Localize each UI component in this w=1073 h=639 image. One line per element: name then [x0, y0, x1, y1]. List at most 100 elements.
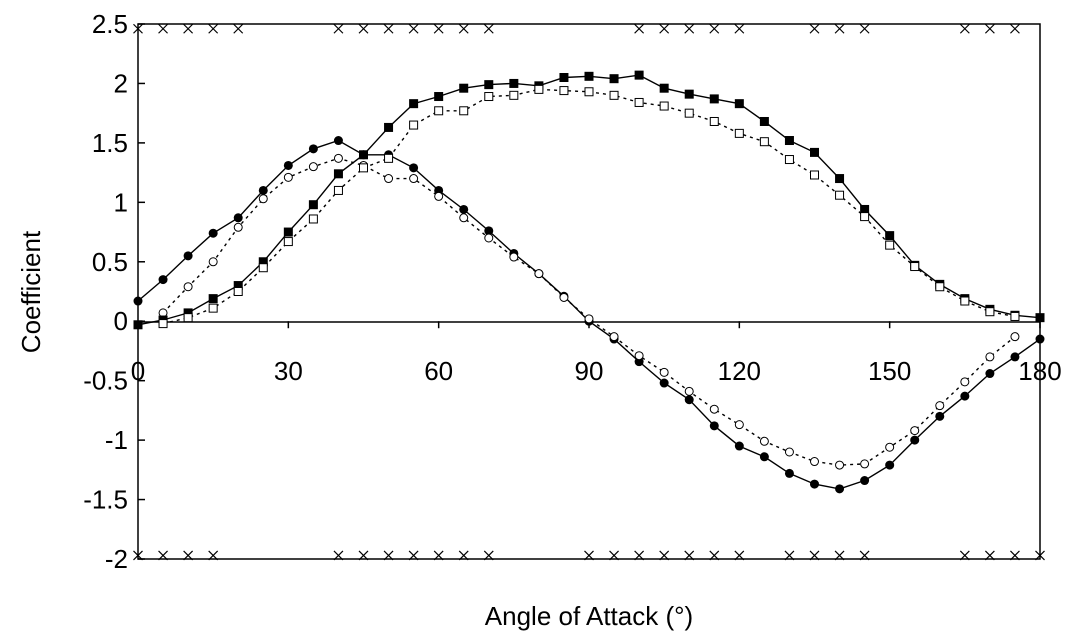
- cross-marker: [984, 550, 995, 561]
- data-point: [634, 70, 644, 80]
- cross-marker: [784, 550, 795, 561]
- cross-marker: [734, 23, 745, 34]
- data-point: [283, 160, 293, 170]
- cross-marker: [383, 23, 394, 34]
- data-point: [384, 174, 394, 184]
- series-4-line: [162, 88, 1016, 325]
- data-point: [860, 204, 870, 214]
- data-point: [333, 169, 343, 179]
- cross-marker: [959, 23, 970, 34]
- data-point: [985, 307, 995, 317]
- data-point: [960, 391, 970, 401]
- cross-marker: [458, 550, 469, 561]
- data-point: [509, 90, 519, 100]
- data-point: [684, 89, 694, 99]
- data-point: [233, 281, 243, 291]
- data-point: [258, 185, 268, 195]
- data-point: [985, 352, 995, 362]
- data-point: [935, 411, 945, 421]
- cross-marker: [734, 550, 745, 561]
- cross-marker: [809, 23, 820, 34]
- data-point: [359, 163, 368, 173]
- data-point: [1035, 334, 1045, 344]
- data-point: [784, 136, 794, 146]
- data-point: [784, 447, 794, 457]
- data-point: [158, 319, 168, 329]
- x-tick-label: 180: [1018, 356, 1061, 386]
- cross-marker: [1010, 550, 1020, 561]
- data-point: [659, 101, 669, 111]
- data-point: [559, 73, 569, 82]
- cross-marker: [483, 23, 494, 34]
- data-point: [509, 252, 519, 262]
- cross-marker: [433, 23, 444, 34]
- cross-marker: [684, 550, 695, 561]
- data-point: [709, 116, 719, 126]
- data-point: [208, 257, 218, 267]
- cross-marker: [183, 550, 194, 561]
- y-tick-label: -2: [105, 544, 128, 574]
- data-point: [885, 442, 895, 452]
- series-2-line: [162, 157, 1016, 466]
- data-point: [860, 459, 870, 469]
- cross-marker: [158, 23, 168, 34]
- y-tick-label: 0.5: [92, 247, 128, 277]
- data-point: [233, 222, 243, 232]
- data-point: [810, 147, 819, 157]
- data-point: [810, 170, 819, 180]
- x-tick-label: 0: [131, 356, 145, 386]
- data-point: [308, 162, 318, 172]
- cross-marker: [358, 23, 369, 34]
- data-point: [308, 214, 318, 224]
- data-point: [534, 269, 544, 279]
- cross-marker: [859, 550, 870, 561]
- data-point: [584, 87, 594, 97]
- data-point: [985, 369, 995, 379]
- data-point: [308, 200, 318, 210]
- data-point: [258, 194, 268, 204]
- data-point: [409, 120, 419, 130]
- data-point: [885, 240, 895, 250]
- y-tick-label: 1: [114, 187, 128, 217]
- cross-marker: [333, 23, 344, 34]
- cross-marker: [834, 23, 845, 34]
- data-point: [1010, 352, 1020, 362]
- plot-frame: [137, 23, 1041, 560]
- data-point: [534, 84, 544, 94]
- data-point: [910, 262, 920, 272]
- data-point: [333, 185, 343, 195]
- data-point: [659, 378, 669, 388]
- data-point: [584, 314, 594, 324]
- data-point: [183, 251, 193, 261]
- cross-marker: [659, 550, 670, 561]
- data-point: [183, 313, 193, 323]
- cross-marker: [208, 23, 219, 34]
- data-point: [609, 332, 619, 342]
- data-point: [459, 83, 469, 93]
- data-point: [734, 441, 744, 451]
- data-point: [384, 122, 394, 132]
- data-point: [759, 137, 769, 147]
- y-axis-ticks: -2-1.5-1-0.500.511.522.5: [83, 9, 145, 574]
- data-point: [835, 484, 845, 494]
- data-point: [810, 479, 819, 489]
- cross-marker: [233, 23, 244, 34]
- data-point: [183, 282, 193, 292]
- data-point: [258, 257, 268, 267]
- x-axis-ticks: 0 30 60 90 120 150 180: [131, 321, 1062, 386]
- cross-marker: [408, 550, 419, 561]
- y-axis-title: Coefficient: [16, 230, 46, 353]
- cross-marker: [433, 550, 444, 561]
- data-point: [283, 172, 293, 182]
- data-point: [734, 128, 744, 138]
- cross-marker: [709, 550, 720, 561]
- data-point: [659, 367, 669, 377]
- cross-marker: [1010, 23, 1020, 34]
- series-layer: [133, 70, 1045, 494]
- cross-marker: [358, 550, 369, 561]
- y-tick-label: 0: [114, 306, 128, 336]
- cross-marker: [834, 550, 845, 561]
- cross-marker: [458, 23, 469, 34]
- data-point: [409, 163, 419, 173]
